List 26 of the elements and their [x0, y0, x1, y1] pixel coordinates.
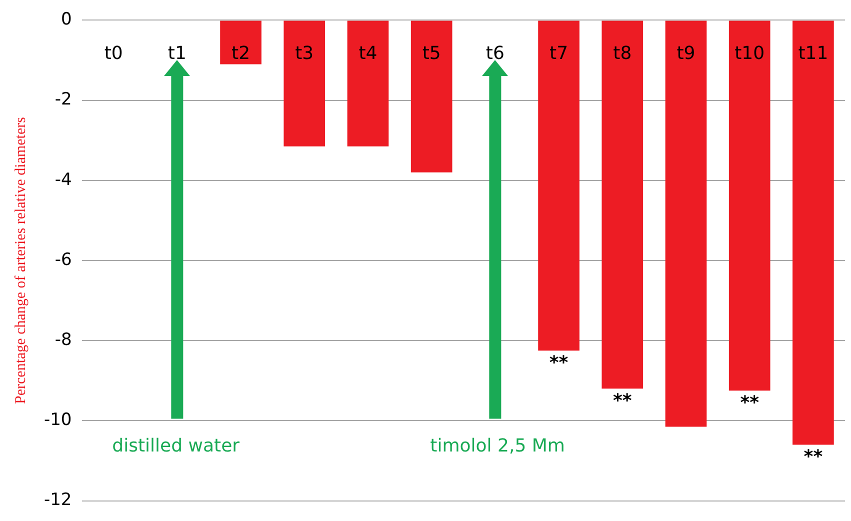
x-tick-label: t4 [358, 42, 378, 64]
ref-line-label: distilled water [112, 435, 240, 456]
x-tick-label: t11 [798, 42, 828, 64]
y-tick-label: 0 [60, 10, 72, 30]
annotation: ** [612, 390, 632, 412]
y-tick-label: -6 [54, 250, 72, 270]
y-tick-label: -2 [54, 90, 72, 110]
y-tick-label: -8 [54, 330, 72, 350]
x-tick-label: t10 [734, 42, 765, 64]
x-tick-label: t8 [613, 42, 632, 64]
x-tick-label: t0 [104, 42, 123, 64]
y-tick-label: -4 [54, 170, 72, 190]
x-tick-label: t1 [168, 42, 186, 64]
annotation: ** [804, 446, 824, 468]
y-axis-title: Percentage change of arteries relative diameters [12, 116, 29, 404]
annotation: ** [740, 392, 760, 414]
y-tick-label: -12 [44, 490, 72, 510]
x-tick-label: t3 [295, 42, 314, 64]
x-tick-label: t5 [422, 42, 441, 64]
x-tick-label: t7 [550, 42, 568, 64]
x-tick-label: t6 [486, 42, 504, 64]
y-tick-label: -10 [44, 410, 72, 430]
x-tick-label: t9 [676, 42, 696, 64]
x-tick-label: t2 [232, 42, 250, 64]
annotation: ** [549, 352, 569, 374]
ref-line-label: timolol 2,5 Mm [430, 435, 565, 456]
